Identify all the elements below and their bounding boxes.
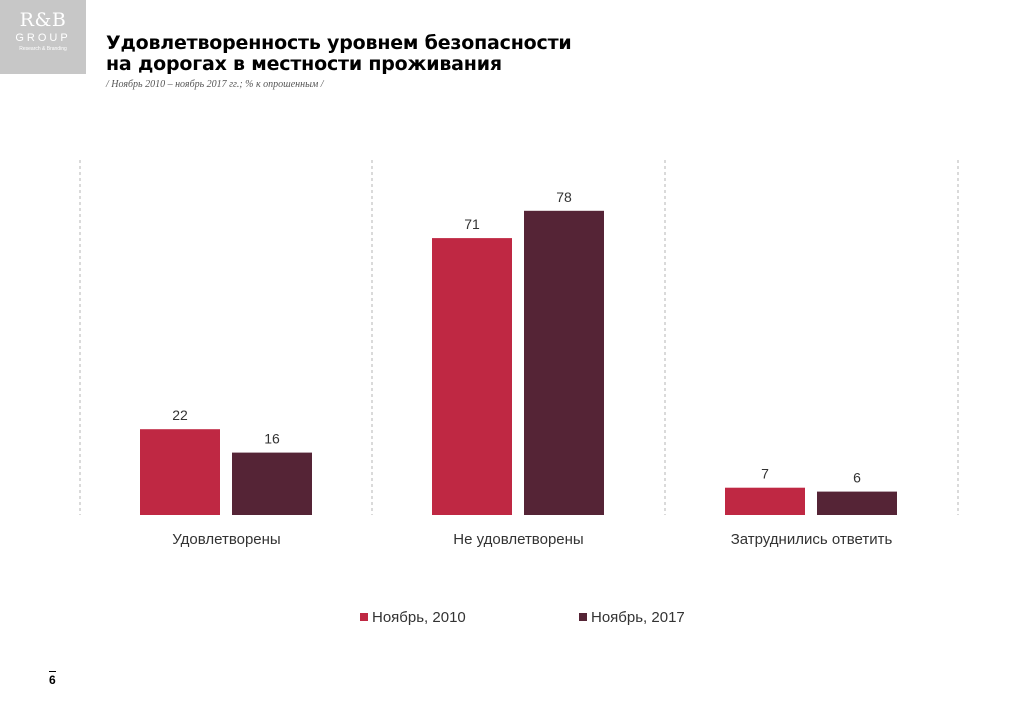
data-label-0-0: 22 [172, 407, 188, 423]
page-title-line-2: на дорогах в местности проживания [106, 53, 502, 75]
bar-1-0 [432, 238, 512, 515]
page-subtitle: / Ноябрь 2010 – ноябрь 2017 гг.; % к опр… [106, 79, 324, 90]
legend-label-2017: Ноябрь, 2017 [591, 609, 685, 626]
page-number: 6 [49, 671, 56, 687]
legend-swatch-2010 [360, 613, 368, 621]
company-logo: R&B GROUP Research & Branding [0, 0, 86, 74]
logo-group-text: GROUP [15, 32, 71, 44]
data-label-1-1: 78 [556, 189, 572, 205]
category-label-2: Затруднились ответить [731, 531, 893, 548]
page-title-line-1: Удовлетворенность уровнем безопасности [106, 32, 572, 54]
data-label-2-1: 6 [853, 470, 861, 486]
data-label-1-0: 71 [464, 216, 480, 232]
bar-0-0 [140, 429, 220, 515]
bar-1-1 [524, 210, 604, 516]
legend-item-2010: Ноябрь, 2010 [360, 609, 466, 626]
bar-2-1 [817, 491, 897, 515]
bar-chart: 22 16 Удовлетворены 71 78 Не удовлетворены 7 6 З… [79, 160, 959, 548]
bar-0-1 [232, 452, 312, 515]
logo-sub-text: Research & Branding [19, 46, 67, 52]
category-label-0: Удовлетворены [172, 531, 280, 548]
page-title: Удовлетворенность уровнем безопасности н… [106, 33, 572, 75]
category-label-1: Не удовлетворены [453, 531, 583, 548]
legend-swatch-2017 [579, 613, 587, 621]
legend-label-2010: Ноябрь, 2010 [372, 609, 466, 626]
bar-2-0 [725, 487, 805, 515]
data-label-0-1: 16 [264, 431, 280, 447]
chart-legend: Ноябрь, 2010 Ноябрь, 2017 [0, 609, 1024, 629]
logo-main-text: R&B [19, 9, 67, 31]
data-label-2-0: 7 [761, 466, 769, 482]
legend-item-2017: Ноябрь, 2017 [579, 609, 685, 626]
